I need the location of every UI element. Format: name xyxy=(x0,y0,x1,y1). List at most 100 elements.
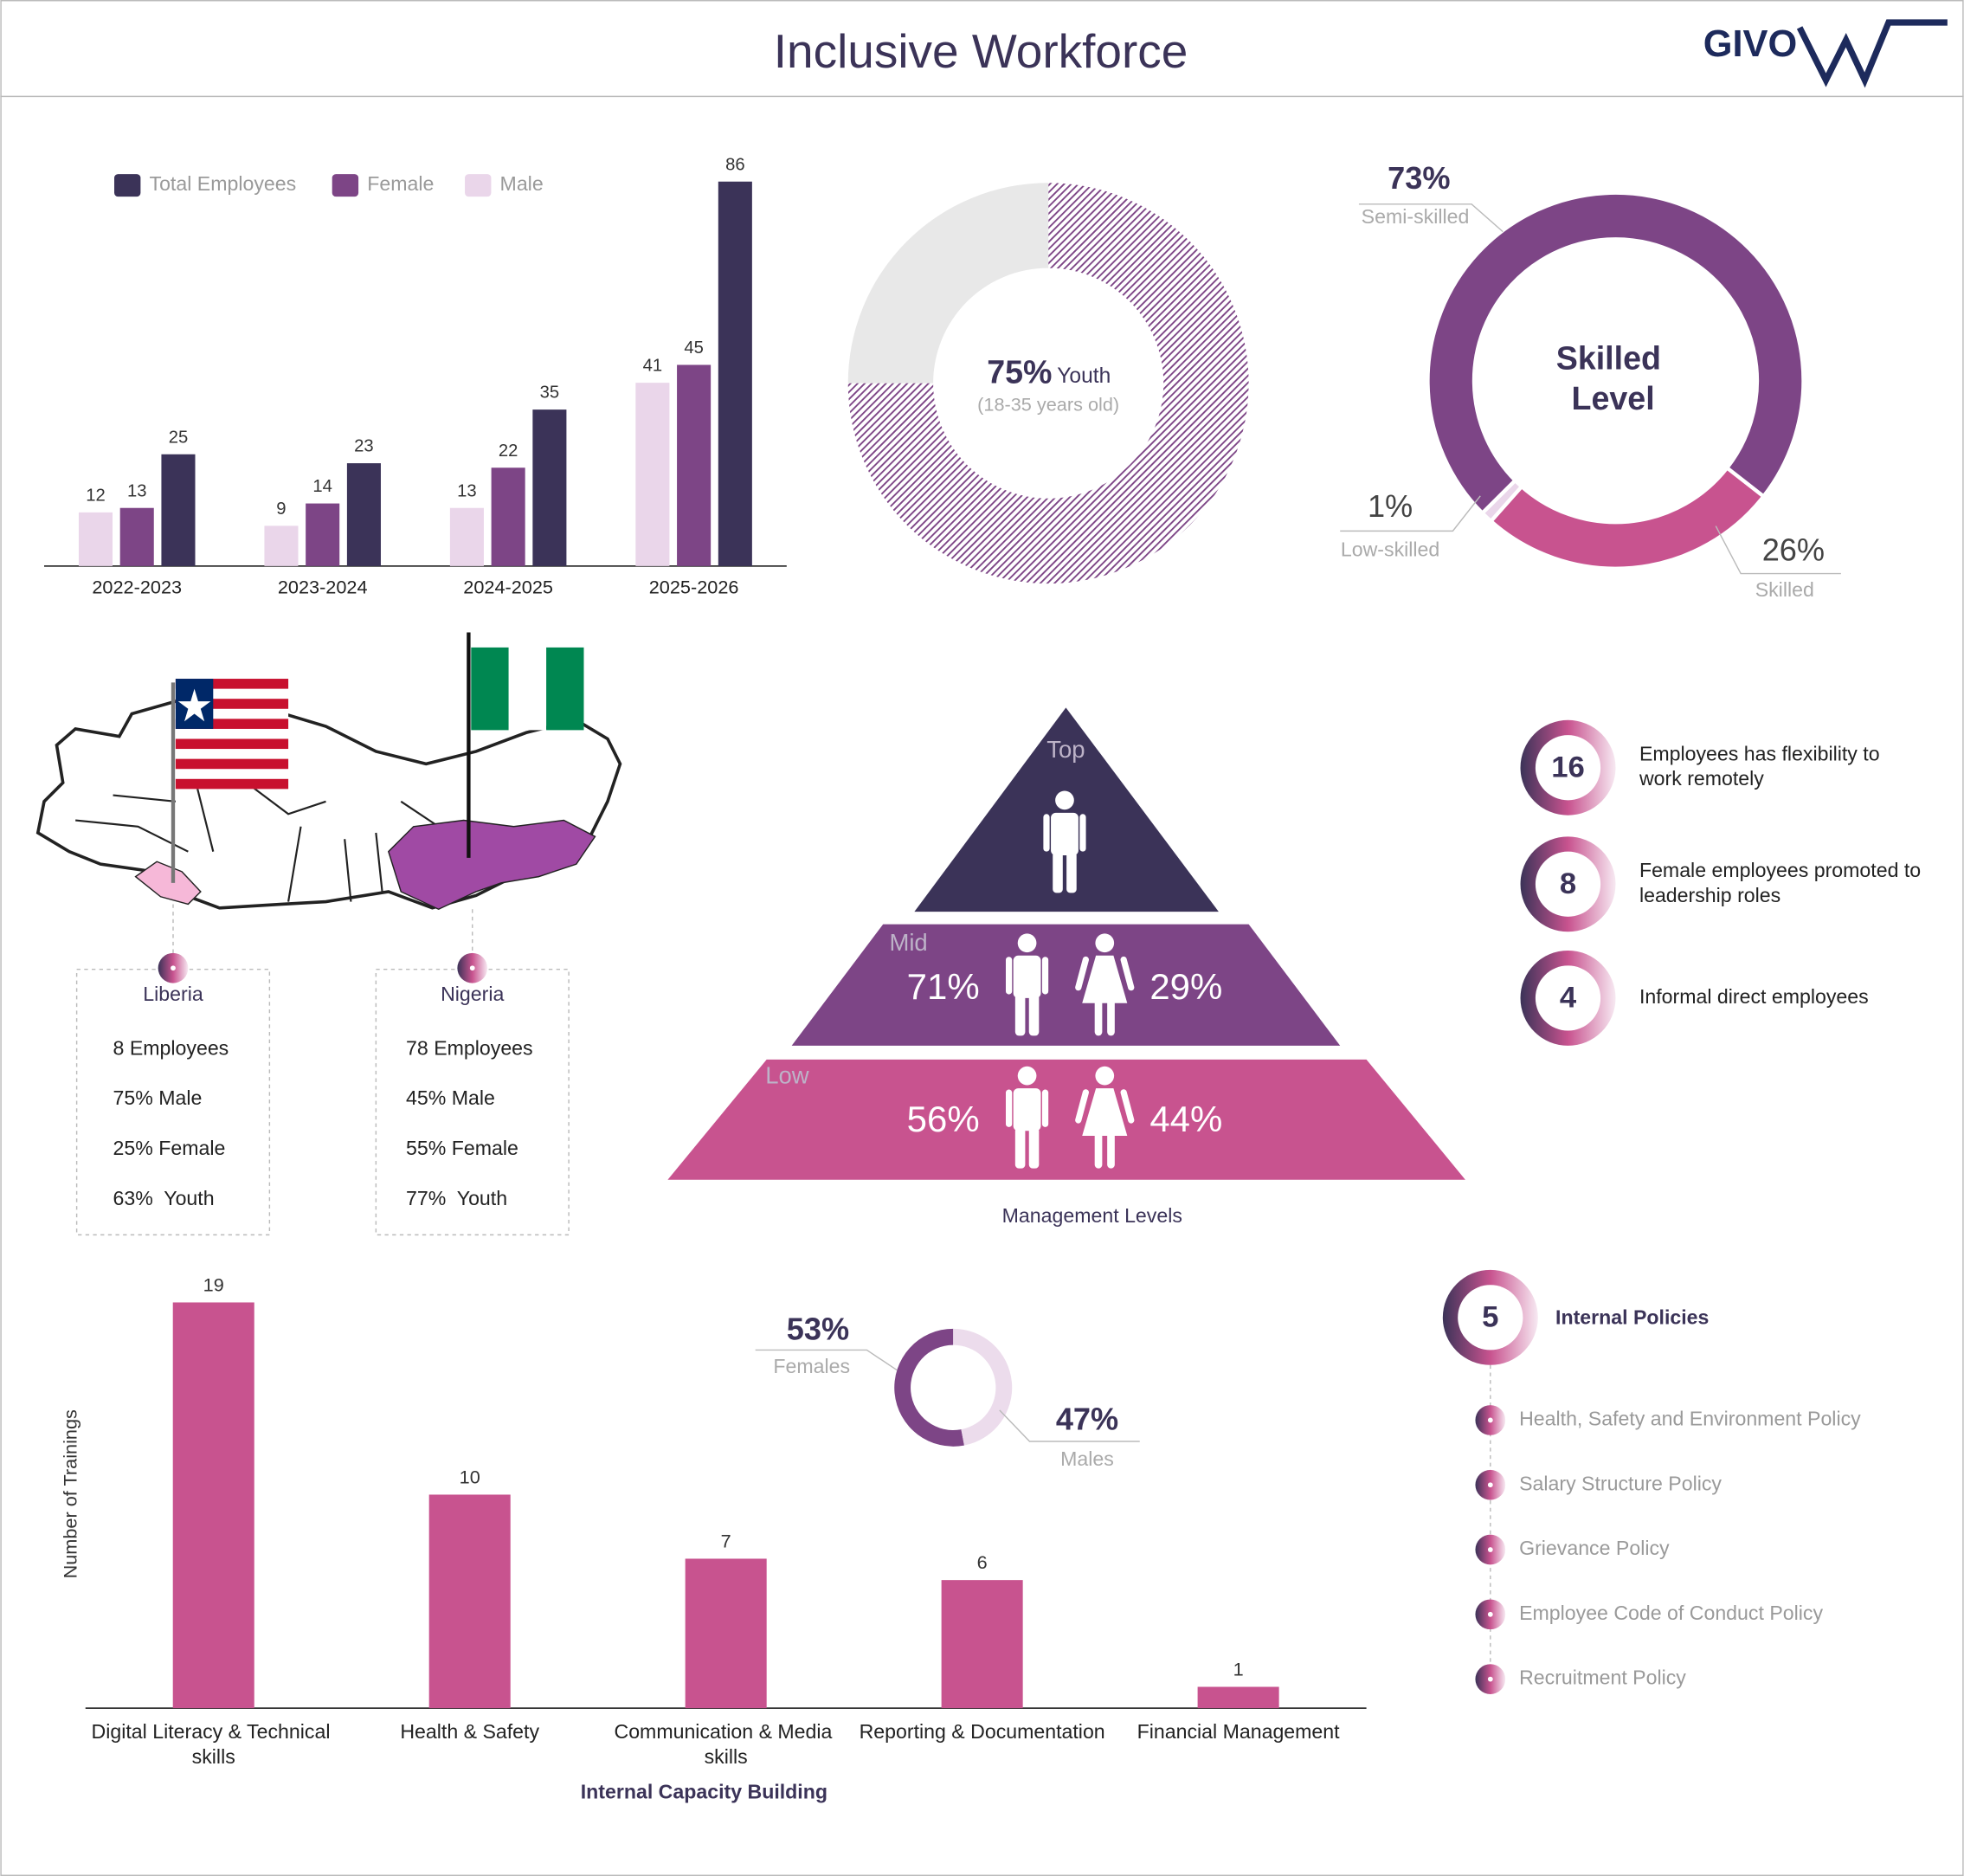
icon-leg xyxy=(1107,1131,1115,1169)
legend-swatch xyxy=(114,174,141,197)
value-label: 86 xyxy=(725,155,745,174)
icon-head xyxy=(1017,933,1037,953)
leader-line xyxy=(1358,203,1504,233)
logo-text: GIVO xyxy=(1703,23,1797,65)
policy-dot-core xyxy=(1487,1482,1493,1488)
country-dot-core xyxy=(171,965,176,971)
value-label: 13 xyxy=(457,481,477,500)
center-label: Youth xyxy=(1057,364,1111,388)
highlight-inner xyxy=(1535,735,1601,801)
donut-slice xyxy=(847,183,1249,584)
icon-leg xyxy=(1094,999,1103,1036)
icon-arm xyxy=(1075,1089,1089,1124)
policy-dot-core xyxy=(1487,1547,1493,1552)
country-box xyxy=(75,968,271,1236)
bar xyxy=(428,1494,511,1709)
donut-slice xyxy=(953,1328,1013,1446)
bar xyxy=(685,1558,767,1709)
country-stat: 25% Female xyxy=(113,1137,226,1159)
icon-leg xyxy=(1107,999,1115,1036)
donut-title: Skilled Level xyxy=(1556,340,1671,416)
policy-item: Health, Safety and Environment Policy xyxy=(1519,1408,1861,1430)
icon-torso xyxy=(1051,812,1079,856)
pyramid-tier xyxy=(667,1059,1465,1180)
value-label: 25 xyxy=(169,428,189,447)
highlight-label: Informal direct employees xyxy=(1639,985,1869,1008)
value-label: 14 xyxy=(312,477,332,496)
policy-dot-core xyxy=(1487,1611,1493,1617)
bar xyxy=(172,1302,254,1709)
country-stat: 45% Male xyxy=(406,1086,495,1109)
icon-head xyxy=(1095,1066,1115,1086)
value-label: 45 xyxy=(684,338,704,358)
bar xyxy=(264,525,299,566)
highlight-label: Female employees promoted to leadership … xyxy=(1639,859,1927,906)
legend-label: Female xyxy=(367,172,434,195)
leader-line xyxy=(999,1409,1140,1442)
bar xyxy=(635,383,670,566)
policy-item: Recruitment Policy xyxy=(1519,1666,1686,1689)
legend-item: Male xyxy=(465,172,544,197)
page-title: Inclusive Workforce xyxy=(774,24,1188,78)
icon-arm xyxy=(1075,956,1089,991)
country-box xyxy=(375,968,570,1236)
category-label: Low-skilled xyxy=(1341,538,1439,561)
value-label: 47% xyxy=(1056,1401,1118,1436)
icon-head xyxy=(1095,933,1115,953)
legend-item: Total Employees xyxy=(114,172,296,197)
x-tick-label: 2025-2026 xyxy=(649,577,739,598)
icon-torso xyxy=(1013,955,1041,998)
policy-item: Employee Code of Conduct Policy xyxy=(1519,1602,1823,1624)
nigeria-shape xyxy=(387,819,596,911)
icon-leg xyxy=(1094,1131,1103,1169)
country-stat: 78 Employees xyxy=(406,1036,533,1059)
male-icon xyxy=(1005,1066,1049,1169)
x-tick-label: Communication & Media skills xyxy=(614,1720,837,1768)
donut-slice xyxy=(894,1328,964,1447)
x-tick-label: 2023-2024 xyxy=(278,577,368,598)
value-label: 23 xyxy=(354,437,374,456)
icon-arm xyxy=(1005,957,1013,995)
highlight-value: 16 xyxy=(1551,751,1585,783)
icon-leg xyxy=(1014,1126,1026,1169)
value-label: 1 xyxy=(1233,1658,1244,1679)
bar xyxy=(677,364,712,566)
policy-dot-core xyxy=(1487,1417,1493,1423)
value-label: 9 xyxy=(276,500,286,519)
policy-item: Salary Structure Policy xyxy=(1519,1472,1722,1494)
nigeria-flag xyxy=(471,647,584,731)
icon-dress xyxy=(1082,955,1128,1003)
bar xyxy=(491,467,525,566)
category-label: Skilled xyxy=(1755,578,1814,601)
value-label: 7 xyxy=(721,1530,731,1551)
country-stat: 75% Male xyxy=(113,1086,203,1109)
country-stat: 55% Female xyxy=(406,1137,518,1159)
leader-line xyxy=(1340,495,1481,532)
value-label: 73% xyxy=(1388,160,1450,196)
icon-leg xyxy=(1028,1126,1040,1169)
policy-count: 5 xyxy=(1482,1300,1498,1333)
value-label: 12 xyxy=(86,486,106,505)
tier-label: Top xyxy=(1046,736,1085,763)
x-tick-label: 2024-2025 xyxy=(463,577,553,598)
policy-inner xyxy=(1458,1285,1523,1351)
value-label: 1% xyxy=(1368,488,1413,524)
policy-title: Internal Policies xyxy=(1555,1305,1709,1328)
highlight: 16 Employees has flexibility to work remo… xyxy=(1520,719,1885,816)
icon-leg xyxy=(1014,994,1026,1036)
x-axis-title: Internal Capacity Building xyxy=(581,1781,827,1803)
y-axis-title: Number of Trainings xyxy=(60,1409,81,1578)
liberia-flag xyxy=(175,679,289,790)
highlight-inner xyxy=(1535,851,1601,917)
country-stat: 77% Youth xyxy=(406,1187,507,1209)
value-label: 53% xyxy=(787,1311,849,1346)
icon-arm xyxy=(1120,956,1135,991)
value-label: 10 xyxy=(460,1466,480,1487)
female-icon xyxy=(1075,933,1135,1036)
icon-leg xyxy=(1053,851,1063,893)
bar xyxy=(532,409,567,566)
bar xyxy=(941,1580,1023,1709)
icon-dress xyxy=(1082,1088,1128,1137)
value-label: 19 xyxy=(203,1273,224,1295)
x-tick-label: Health & Safety xyxy=(400,1720,539,1743)
